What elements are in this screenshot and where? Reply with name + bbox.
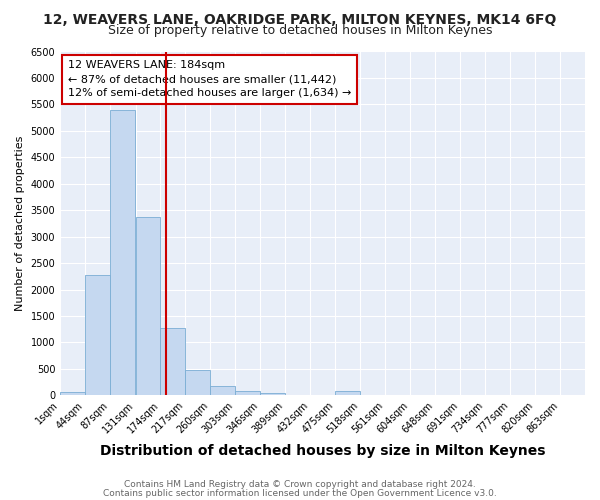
Text: Contains HM Land Registry data © Crown copyright and database right 2024.: Contains HM Land Registry data © Crown c… [124,480,476,489]
Bar [335,392,359,396]
Text: 12, WEAVERS LANE, OAKRIDGE PARK, MILTON KEYNES, MK14 6FQ: 12, WEAVERS LANE, OAKRIDGE PARK, MILTON … [43,12,557,26]
Text: Contains public sector information licensed under the Open Government Licence v3: Contains public sector information licen… [103,489,497,498]
Text: Size of property relative to detached houses in Milton Keynes: Size of property relative to detached ho… [108,24,492,37]
Bar [110,110,134,396]
Bar [185,370,210,396]
Bar [136,216,160,396]
Y-axis label: Number of detached properties: Number of detached properties [15,136,25,311]
Bar [160,328,185,396]
Bar [85,274,110,396]
Text: 12 WEAVERS LANE: 184sqm
← 87% of detached houses are smaller (11,442)
12% of sem: 12 WEAVERS LANE: 184sqm ← 87% of detache… [68,60,352,98]
Bar [211,386,235,396]
Bar [260,392,285,396]
Bar [235,391,260,396]
X-axis label: Distribution of detached houses by size in Milton Keynes: Distribution of detached houses by size … [100,444,545,458]
Bar [60,392,85,396]
